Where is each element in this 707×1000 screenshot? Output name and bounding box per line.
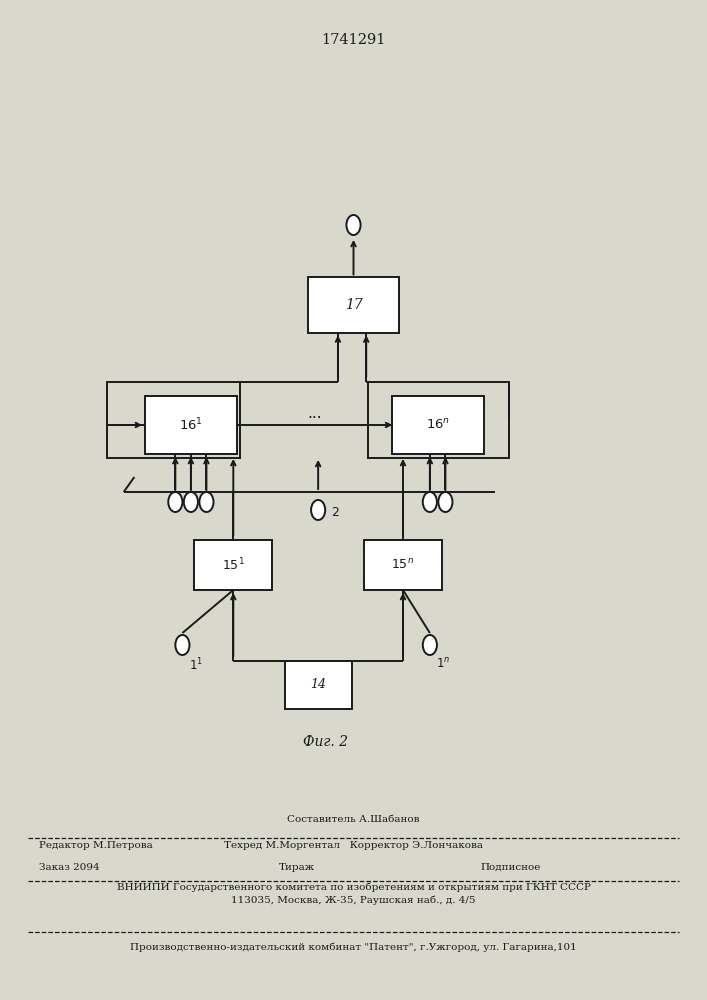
Circle shape <box>423 635 437 655</box>
Circle shape <box>184 492 198 512</box>
Bar <box>145 396 237 454</box>
Text: Заказ 2094: Заказ 2094 <box>39 862 100 871</box>
Text: Подписное: Подписное <box>481 862 541 871</box>
Text: $16^n$: $16^n$ <box>426 418 450 432</box>
Circle shape <box>346 215 361 235</box>
Text: Техред М.Моргентал   Корректор Э.Лончакова: Техред М.Моргентал Корректор Э.Лончакова <box>224 840 483 850</box>
Text: Составитель А.Шабанов: Составитель А.Шабанов <box>287 816 420 824</box>
Circle shape <box>175 635 189 655</box>
Bar <box>107 382 240 458</box>
Bar <box>368 382 509 458</box>
Text: $2$: $2$ <box>331 506 339 520</box>
Text: Фиг. 2: Фиг. 2 <box>303 735 348 749</box>
Text: 1741291: 1741291 <box>321 33 386 47</box>
Circle shape <box>199 492 214 512</box>
Text: 17: 17 <box>344 298 363 312</box>
Text: Производственно-издательский комбинат "Патент", г.Ужгород, ул. Гагарина,101: Производственно-издательский комбинат "П… <box>130 942 577 952</box>
Circle shape <box>311 500 325 520</box>
Text: ВНИИПИ Государственного комитета по изобретениям и открытиям при ГКНТ СССР: ВНИИПИ Государственного комитета по изоб… <box>117 882 590 892</box>
Text: $1^1$: $1^1$ <box>189 657 204 674</box>
Text: Тираж: Тираж <box>279 862 315 871</box>
Circle shape <box>423 492 437 512</box>
Bar <box>392 396 484 454</box>
Text: 113035, Москва, Ж-35, Раушская наб., д. 4/5: 113035, Москва, Ж-35, Раушская наб., д. … <box>231 895 476 905</box>
Text: 14: 14 <box>310 678 326 692</box>
Text: $15^1$: $15^1$ <box>222 557 245 573</box>
Text: ...: ... <box>308 406 322 421</box>
Bar <box>194 540 272 590</box>
Circle shape <box>438 492 452 512</box>
Circle shape <box>168 492 182 512</box>
Text: $16^1$: $16^1$ <box>179 417 203 433</box>
Bar <box>364 540 442 590</box>
Text: Редактор М.Петрова: Редактор М.Петрова <box>39 840 153 850</box>
Text: $15^n$: $15^n$ <box>392 558 414 572</box>
Bar <box>308 277 399 332</box>
Bar <box>284 661 352 709</box>
Text: $1^n$: $1^n$ <box>436 657 450 671</box>
